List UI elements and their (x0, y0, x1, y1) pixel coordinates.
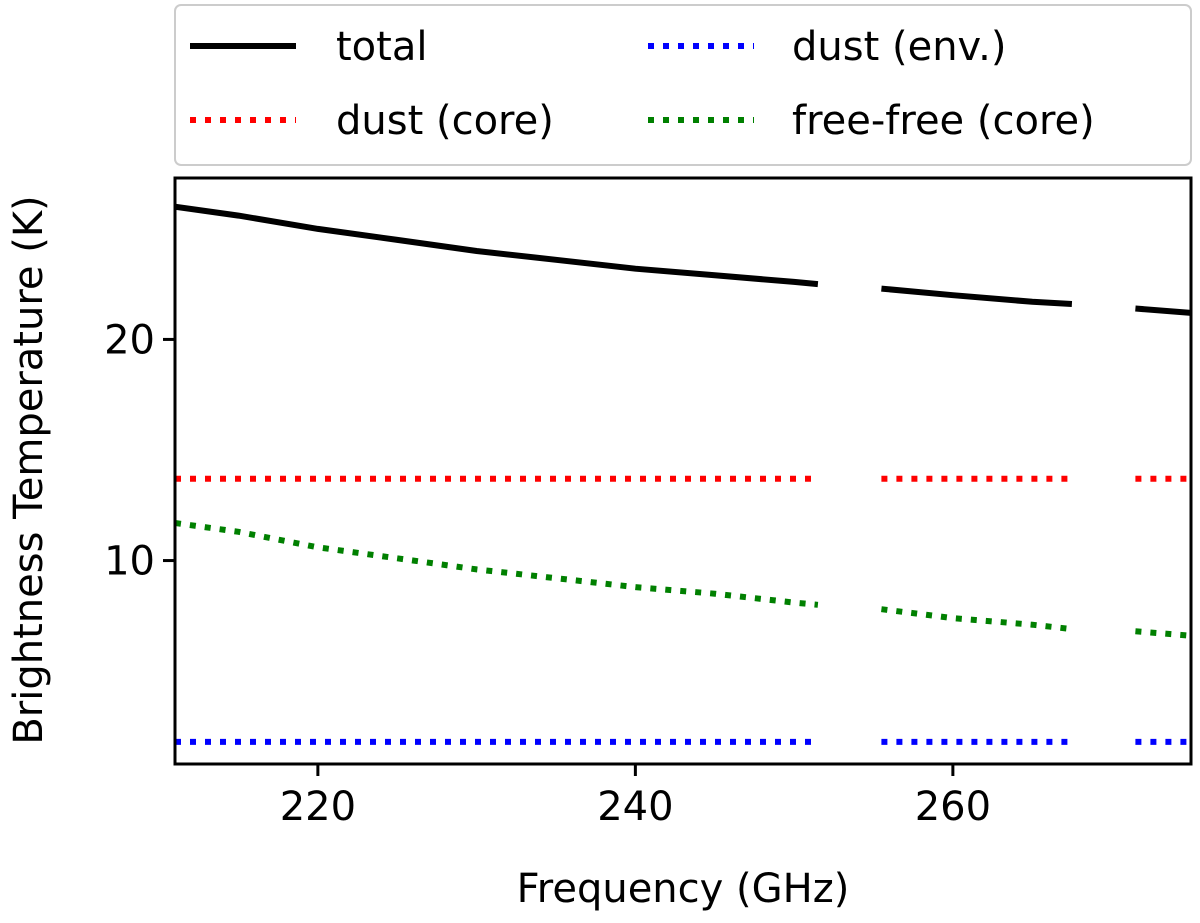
legend-label-dust-env: dust (env.) (792, 24, 1006, 70)
y-tick-label-20: 20 (104, 317, 155, 363)
series-line-free-free-core-segment-3 (1135, 628, 1191, 639)
legend-label-free-free-core: free-free (core) (792, 98, 1095, 144)
legend-label-total: total (336, 24, 427, 70)
series-line-total-segment-1 (175, 203, 819, 288)
legend: total dust (env.) dust (core) free-free … (174, 4, 1192, 166)
series-line-total-segment-3 (1135, 305, 1191, 316)
tick-layer: 220 240 260 10 20 (104, 317, 991, 830)
x-tick-label-220: 220 (280, 784, 356, 830)
plot-frame (173, 176, 1193, 766)
series-layer (175, 203, 1191, 745)
x-tick-label-260: 260 (915, 784, 991, 830)
legend-label-dust-core: dust (core) (336, 98, 554, 144)
x-axis-label: Frequency (GHz) (517, 866, 850, 912)
series-line-free-free-core-segment-2 (881, 606, 1073, 633)
y-axis-label: Brightness Temperature (K) (6, 195, 52, 744)
series-line-free-free-core-segment-1 (175, 520, 819, 608)
y-tick-label-10: 10 (104, 539, 155, 585)
x-tick-label-240: 240 (597, 784, 673, 830)
series-line-total-segment-2 (881, 285, 1073, 307)
legend-frame (174, 4, 1192, 166)
